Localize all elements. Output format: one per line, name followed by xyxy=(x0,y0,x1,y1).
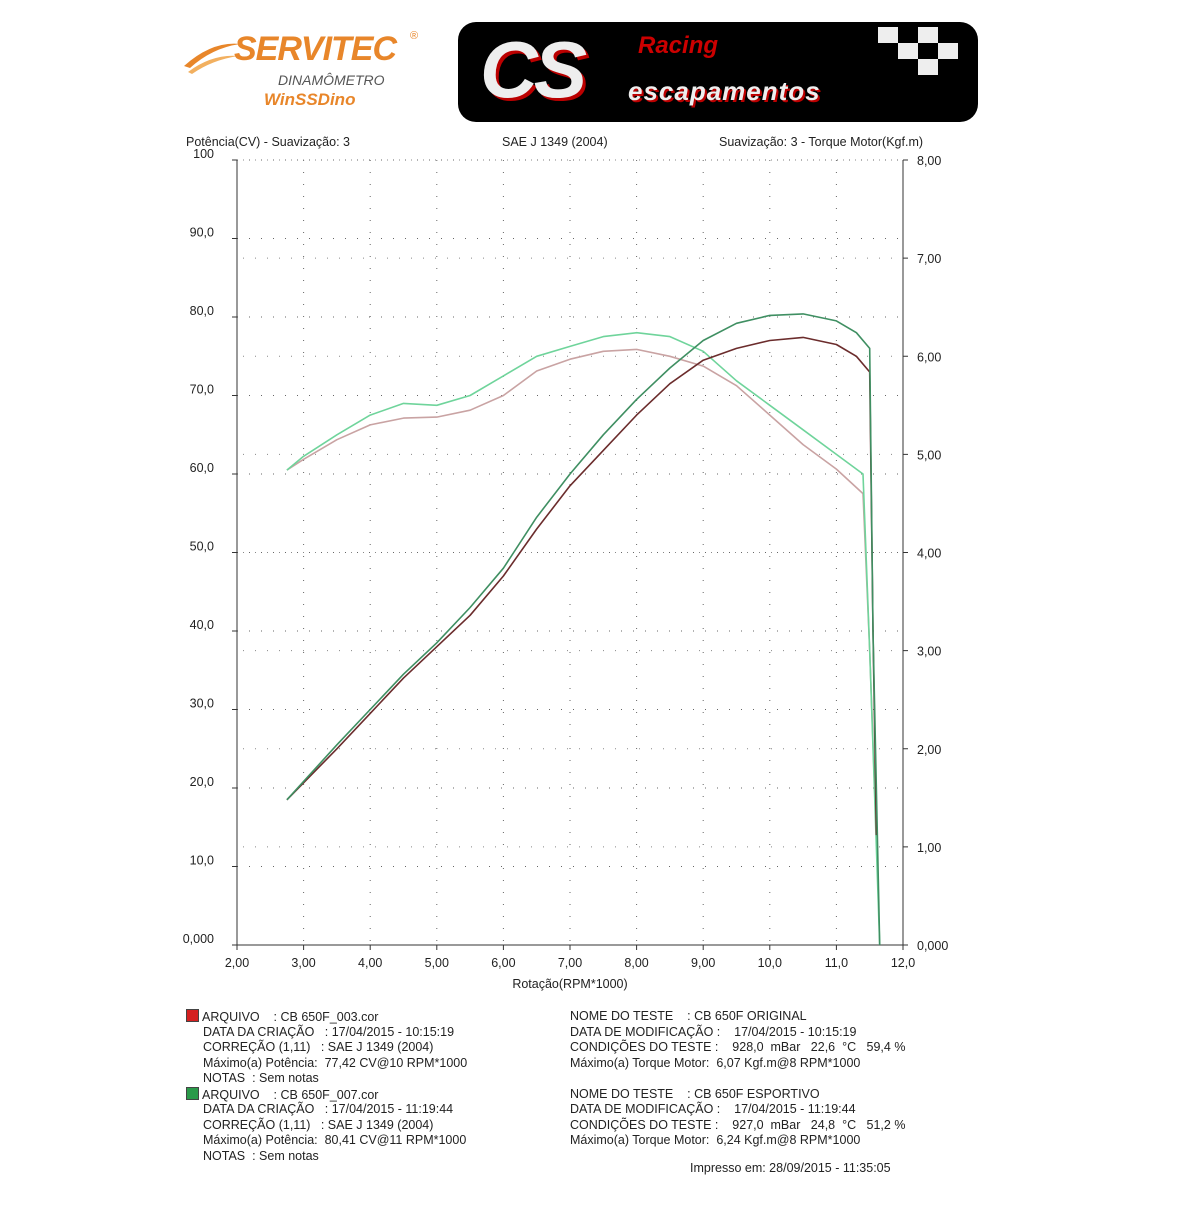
x-tick-label: 12,0 xyxy=(891,956,915,970)
servitec-name: SERVITEC xyxy=(234,30,397,68)
legend-line: NOME DO TESTE : CB 650F ESPORTIVO xyxy=(570,1086,820,1101)
servitec-logo: SERVITEC ® DINAMÔMETRO WinSSDino xyxy=(182,28,442,118)
legend-text: NOTAS : Sem notas xyxy=(203,1071,319,1085)
y2-tick-label: 1,00 xyxy=(917,841,941,855)
dyno-chart: 2,00 3,00 4,00 5,00 6,00 7,00 8,00 9,00 10,0 11,0… xyxy=(183,147,949,991)
y2-tick-label: 8,00 xyxy=(917,154,941,168)
legend-line: NOTAS : Sem notas xyxy=(186,1149,570,1165)
y-tick-label: 0,000 xyxy=(183,932,214,946)
cs-letters: CS xyxy=(480,25,587,114)
cs-escapamentos-logo: CS Racing escapamentos xyxy=(458,22,978,122)
legend-line: CONDIÇÕES DO TESTE : 927,0 mBar 24,8 °C … xyxy=(570,1117,906,1132)
y2-tick-label: 0,000 xyxy=(917,939,948,953)
cs-escapamentos: escapamentos xyxy=(628,76,821,106)
legend-line: CORREÇÃO (1,11) : SAE J 1349 (2004) xyxy=(186,1040,570,1056)
legend-text: ARQUIVO : CB 650F_007.cor xyxy=(202,1087,379,1102)
x-tick-label: 4,00 xyxy=(358,956,382,970)
y2-tick-label: 3,00 xyxy=(917,645,941,659)
legend-line: DATA DA CRIAÇÃO : 17/04/2015 - 11:19:44 xyxy=(186,1102,570,1118)
legend-line: DATA DE MODIFICAÇÃO : 17/04/2015 - 10:15… xyxy=(570,1024,857,1039)
legend-entry: ARQUIVO : CB 650F_003.cor DATA DA CRIAÇÃO… xyxy=(186,1009,946,1087)
registered-mark: ® xyxy=(410,30,419,42)
y-tick-label: 70,0 xyxy=(190,383,214,397)
x-tick-label: 2,00 xyxy=(225,956,249,970)
checkered-flag-icon xyxy=(878,27,958,75)
legend-line: DATA DE MODIFICAÇÃO : 17/04/2015 - 11:19… xyxy=(570,1102,856,1116)
legend-line: CORREÇÃO (1,11) : SAE J 1349 (2004) xyxy=(186,1118,570,1134)
y-tick-label: 40,0 xyxy=(190,618,214,632)
legend-text: NOTAS : Sem notas xyxy=(203,1148,319,1163)
legend-line: NOTAS : Sem notas xyxy=(186,1071,570,1087)
legend-text: Máximo(a) Potência: 80,41 CV@11 RPM*1000 xyxy=(203,1133,467,1147)
legend-test-info: NOME DO TESTE : CB 650F ESPORTIVO DATA DE… xyxy=(570,1087,905,1165)
legend-text: DATA DA CRIAÇÃO : 17/04/2015 - 11:19:44 xyxy=(203,1102,454,1116)
servitec-software: WinSSDino xyxy=(264,90,356,109)
x-tick-label: 7,00 xyxy=(558,956,582,970)
series-line-power-cb-650f-003-cor xyxy=(286,336,878,836)
x-axis-label: Rotação(RPM*1000) xyxy=(512,977,627,991)
series-line-torque-cb-650f-007-cor xyxy=(286,331,881,946)
legend-swatch xyxy=(186,1009,199,1022)
legend-line: Máximo(a) Potência: 80,41 CV@11 RPM*1000 xyxy=(186,1133,570,1149)
legend-text: CORREÇÃO (1,11) : SAE J 1349 (2004) xyxy=(203,1040,434,1054)
legend-line: Máximo(a) Torque Motor: 6,07 Kgf.m@8 RPM… xyxy=(570,1055,861,1070)
y-tick-label: 90,0 xyxy=(190,226,214,240)
left-axis-title: Potência(CV) - Suavização: 3 xyxy=(186,135,350,149)
servitec-subtitle: DINAMÔMETRO xyxy=(278,72,385,88)
x-tick-label: 11,0 xyxy=(825,956,848,970)
legend-line: Máximo(a) Potência: 77,42 CV@10 RPM*1000 xyxy=(186,1056,570,1072)
swoosh-icon xyxy=(184,43,240,74)
legend-entry: ARQUIVO : CB 650F_007.cor DATA DA CRIAÇÃO… xyxy=(186,1086,946,1165)
cs-racing: Racing xyxy=(638,32,719,59)
y-tick-label: 10,0 xyxy=(190,854,214,868)
legend-line: DATA DA CRIAÇÃO : 17/04/2015 - 10:15:19 xyxy=(186,1025,570,1041)
legend-file-info: ARQUIVO : CB 650F_003.cor DATA DA CRIAÇÃO… xyxy=(186,1009,570,1087)
legend-test-info: NOME DO TESTE : CB 650F ORIGINAL DATA DE … xyxy=(570,1009,905,1087)
x-tick-label: 6,00 xyxy=(491,956,515,970)
y2-tick-label: 5,00 xyxy=(917,448,941,462)
legend-text: CORREÇÃO (1,11) : SAE J 1349 (2004) xyxy=(203,1117,434,1132)
legend-line: Máximo(a) Torque Motor: 6,24 Kgf.m@8 RPM… xyxy=(570,1133,861,1147)
legend-line: CONDIÇÕES DO TESTE : 928,0 mBar 22,6 °C … xyxy=(570,1040,906,1054)
legend-line: ARQUIVO : CB 650F_003.cor xyxy=(186,1009,570,1025)
legend-text: Máximo(a) Potência: 77,42 CV@10 RPM*1000 xyxy=(203,1055,468,1070)
right-axis-title: Suavização: 3 - Torque Motor(Kgf.m) xyxy=(719,135,924,149)
x-tick-label: 8,00 xyxy=(624,956,648,970)
printed-date: Impresso em: 28/09/2015 - 11:35:05 xyxy=(690,1161,891,1175)
y-tick-label: 60,0 xyxy=(190,461,214,475)
x-tick-label: 10,0 xyxy=(758,956,782,970)
y-tick-label: 20,0 xyxy=(190,775,214,789)
y2-tick-label: 6,00 xyxy=(917,350,941,364)
legend-text: ARQUIVO : CB 650F_003.cor xyxy=(202,1010,379,1024)
center-title: SAE J 1349 (2004) xyxy=(502,135,608,149)
legend-swatch xyxy=(186,1086,199,1100)
legend-file-info: ARQUIVO : CB 650F_007.cor DATA DA CRIAÇÃO… xyxy=(186,1086,570,1165)
series-line-power-cb-650f-007-cor xyxy=(286,313,881,946)
x-tick-label: 5,00 xyxy=(425,956,449,970)
legend-line: ARQUIVO : CB 650F_007.cor xyxy=(186,1086,570,1103)
series-line-torque-cb-650f-003-cor xyxy=(286,348,878,838)
legend-line: NOME DO TESTE : CB 650F ORIGINAL xyxy=(570,1009,807,1023)
x-tick-label: 3,00 xyxy=(291,956,315,970)
y2-tick-label: 7,00 xyxy=(917,252,941,266)
y-tick-label: 80,0 xyxy=(190,304,214,318)
y-tick-label: 50,0 xyxy=(190,540,214,554)
x-tick-label: 9,00 xyxy=(691,956,715,970)
y2-tick-label: 2,00 xyxy=(917,743,941,757)
legend-text: DATA DA CRIAÇÃO : 17/04/2015 - 10:15:19 xyxy=(203,1024,455,1039)
y2-tick-label: 4,00 xyxy=(917,547,941,561)
y-tick-label: 30,0 xyxy=(190,697,214,711)
legend: ARQUIVO : CB 650F_003.cor DATA DA CRIAÇÃO… xyxy=(186,1009,946,1164)
y-tick-label: 100 xyxy=(193,147,214,161)
